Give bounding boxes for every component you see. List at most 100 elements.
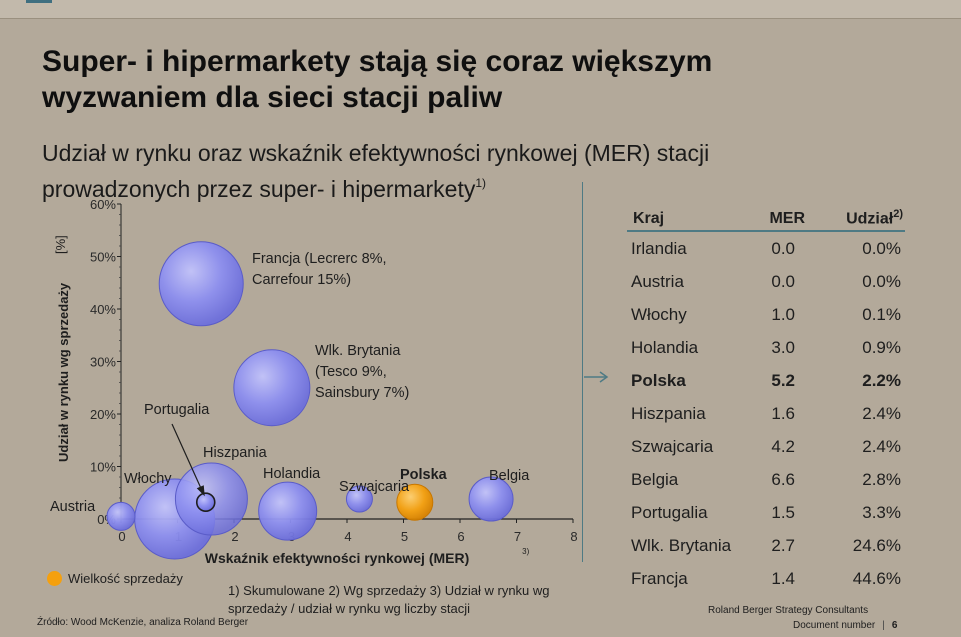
y-tick-label: 10% <box>90 460 116 475</box>
brand-name: Roland Berger Strategy Consultants <box>708 605 869 616</box>
cell-kraj: Francja <box>631 568 688 588</box>
x-tick-label: 8 <box>570 529 577 544</box>
table-row: Belgia 6.6 2.8% <box>627 463 905 496</box>
cell-mer: 1.4 <box>771 568 795 588</box>
legend-label: Wielkość sprzedaży <box>68 571 183 586</box>
cell-mer: 1.0 <box>771 304 795 324</box>
x-axis-label-sup: 3) <box>522 547 529 556</box>
cell-udzial: 2.8% <box>862 469 901 489</box>
x-tick-label: 5 <box>401 529 408 544</box>
cell-kraj: Portugalia <box>631 502 708 522</box>
table-row: Holandia 3.0 0.9% <box>627 331 905 364</box>
bubble-wlkbrytania <box>233 349 311 427</box>
bubble-portugalia-ring <box>195 492 216 513</box>
cell-kraj: Holandia <box>631 337 699 357</box>
cell-udzial: 0.0% <box>862 238 901 258</box>
table-row: Francja 1.4 44.6% <box>627 562 905 595</box>
cell-mer: 0.0 <box>771 271 795 291</box>
page-title: Super- i hipermarkety stają się coraz wi… <box>42 45 713 114</box>
cell-kraj: Wlk. Brytania <box>631 535 732 555</box>
page-number: 6 <box>891 620 898 631</box>
cell-mer: 0.0 <box>771 238 795 258</box>
header-kraj: Kraj <box>633 210 665 227</box>
point-label: (Tesco 9%, <box>315 364 387 380</box>
table-row: Szwajcaria 4.2 2.4% <box>627 430 905 463</box>
subtitle-footnote-ref: 1) <box>475 176 487 190</box>
header-mer: MER <box>769 210 805 227</box>
y-tick-label: 60% <box>90 197 116 212</box>
cell-kraj: Szwajcaria <box>631 436 714 456</box>
table-row: Polska 5.2 2.2% <box>627 364 905 397</box>
cell-kraj: Włochy <box>631 304 687 324</box>
bubble-polska <box>396 483 434 521</box>
y-tick-label: 50% <box>90 250 116 265</box>
header-udzial-label: Udział <box>846 210 894 227</box>
x-axis-label: Wskaźnik efektywności rynkowej (MER) <box>205 550 470 566</box>
cell-mer: 1.5 <box>771 502 795 522</box>
point-label: Belgia <box>489 468 530 484</box>
mer-table: Kraj MER Udział2) Irlandia 0.0 0.0% Austria… <box>627 200 905 595</box>
cell-kraj: Austria <box>631 271 684 291</box>
cell-mer: 6.6 <box>771 469 795 489</box>
document-number: Document number | 6 <box>793 620 897 631</box>
cell-udzial: 2.4% <box>862 403 901 423</box>
bubble-szwajcaria <box>345 485 373 513</box>
footnote: 1) Skumulowane 2) Wg sprzedaży 3) Udział… <box>228 583 550 616</box>
portugalia-arrow-head <box>196 485 205 497</box>
arrow-right-icon <box>584 371 609 383</box>
cell-udzial: 0.9% <box>862 337 901 357</box>
y-axis-unit: [%] <box>53 235 68 254</box>
y-tick-label: 40% <box>90 302 116 317</box>
table-row: Wlk. Brytania 2.7 24.6% <box>627 529 905 562</box>
bubble-chart: 0%10%20%30%40%50%60%012345678Wskaźnik ef… <box>50 197 578 566</box>
table-row: Hiszpania 1.6 2.4% <box>627 397 905 430</box>
point-label: Włochy <box>124 471 172 487</box>
cell-mer: 2.7 <box>771 535 795 555</box>
point-label: Wlk. Brytania <box>315 343 401 359</box>
cell-mer: 4.2 <box>771 436 795 456</box>
cell-udzial: 44.6% <box>852 568 901 588</box>
point-label: Holandia <box>263 466 321 482</box>
bubble-francja <box>158 241 244 327</box>
cell-kraj: Hiszpania <box>631 403 706 423</box>
x-tick-label: 2 <box>231 529 238 544</box>
bubble-belgia <box>468 476 514 522</box>
point-label: Portugalia <box>144 402 210 418</box>
x-tick-label: 7 <box>514 529 521 544</box>
point-label: Hiszpania <box>203 445 268 461</box>
chart-legend: Wielkość sprzedaży <box>47 571 183 586</box>
cell-kraj: Polska <box>631 370 686 390</box>
point-label: Carrefour 15%) <box>252 272 351 288</box>
point-label: Sainsbury 7%) <box>315 385 409 401</box>
source-note: Źródło: Wood McKenzie, analiza Roland Be… <box>37 617 249 628</box>
cell-kraj: Belgia <box>631 469 679 489</box>
top-bar <box>0 0 961 19</box>
table-row: Portugalia 1.5 3.3% <box>627 496 905 529</box>
table-row: Włochy 1.0 0.1% <box>627 298 905 331</box>
cell-udzial: 0.1% <box>862 304 901 324</box>
cell-mer: 1.6 <box>771 403 795 423</box>
point-label: Szwajcaria <box>339 479 410 495</box>
y-axis-label: Udział w rynku wg sprzedaży <box>56 282 71 462</box>
table-row: Irlandia 0.0 0.0% <box>627 232 905 265</box>
table-header: Kraj MER Udział2) <box>627 200 905 232</box>
header-udzial: Udział2) <box>805 208 903 228</box>
cell-udzial: 2.2% <box>862 370 901 390</box>
cell-kraj: Irlandia <box>631 238 687 258</box>
page-subtitle: Udział w rynku oraz wskaźnik efektywnośc… <box>42 138 862 204</box>
doc-label: Document number <box>793 620 876 631</box>
cell-mer: 5.2 <box>771 370 795 390</box>
section-divider <box>582 182 583 562</box>
legend-swatch <box>47 571 62 586</box>
cell-udzial: 24.6% <box>852 535 901 555</box>
y-tick-label: 30% <box>90 355 116 370</box>
table-body: Irlandia 0.0 0.0% Austria 0.0 0.0% Włochy 1.0 0.… <box>627 232 905 595</box>
header-udzial-sup: 2) <box>893 207 903 220</box>
brand-mark <box>26 0 52 3</box>
point-label: Austria <box>50 499 96 515</box>
y-tick-label: 20% <box>90 407 116 422</box>
bubble-austria <box>106 501 136 531</box>
portugalia-arrow-line <box>171 423 204 493</box>
subtitle-text: Udział w rynku oraz wskaźnik efektywnośc… <box>42 140 710 202</box>
cell-udzial: 3.3% <box>862 502 901 522</box>
